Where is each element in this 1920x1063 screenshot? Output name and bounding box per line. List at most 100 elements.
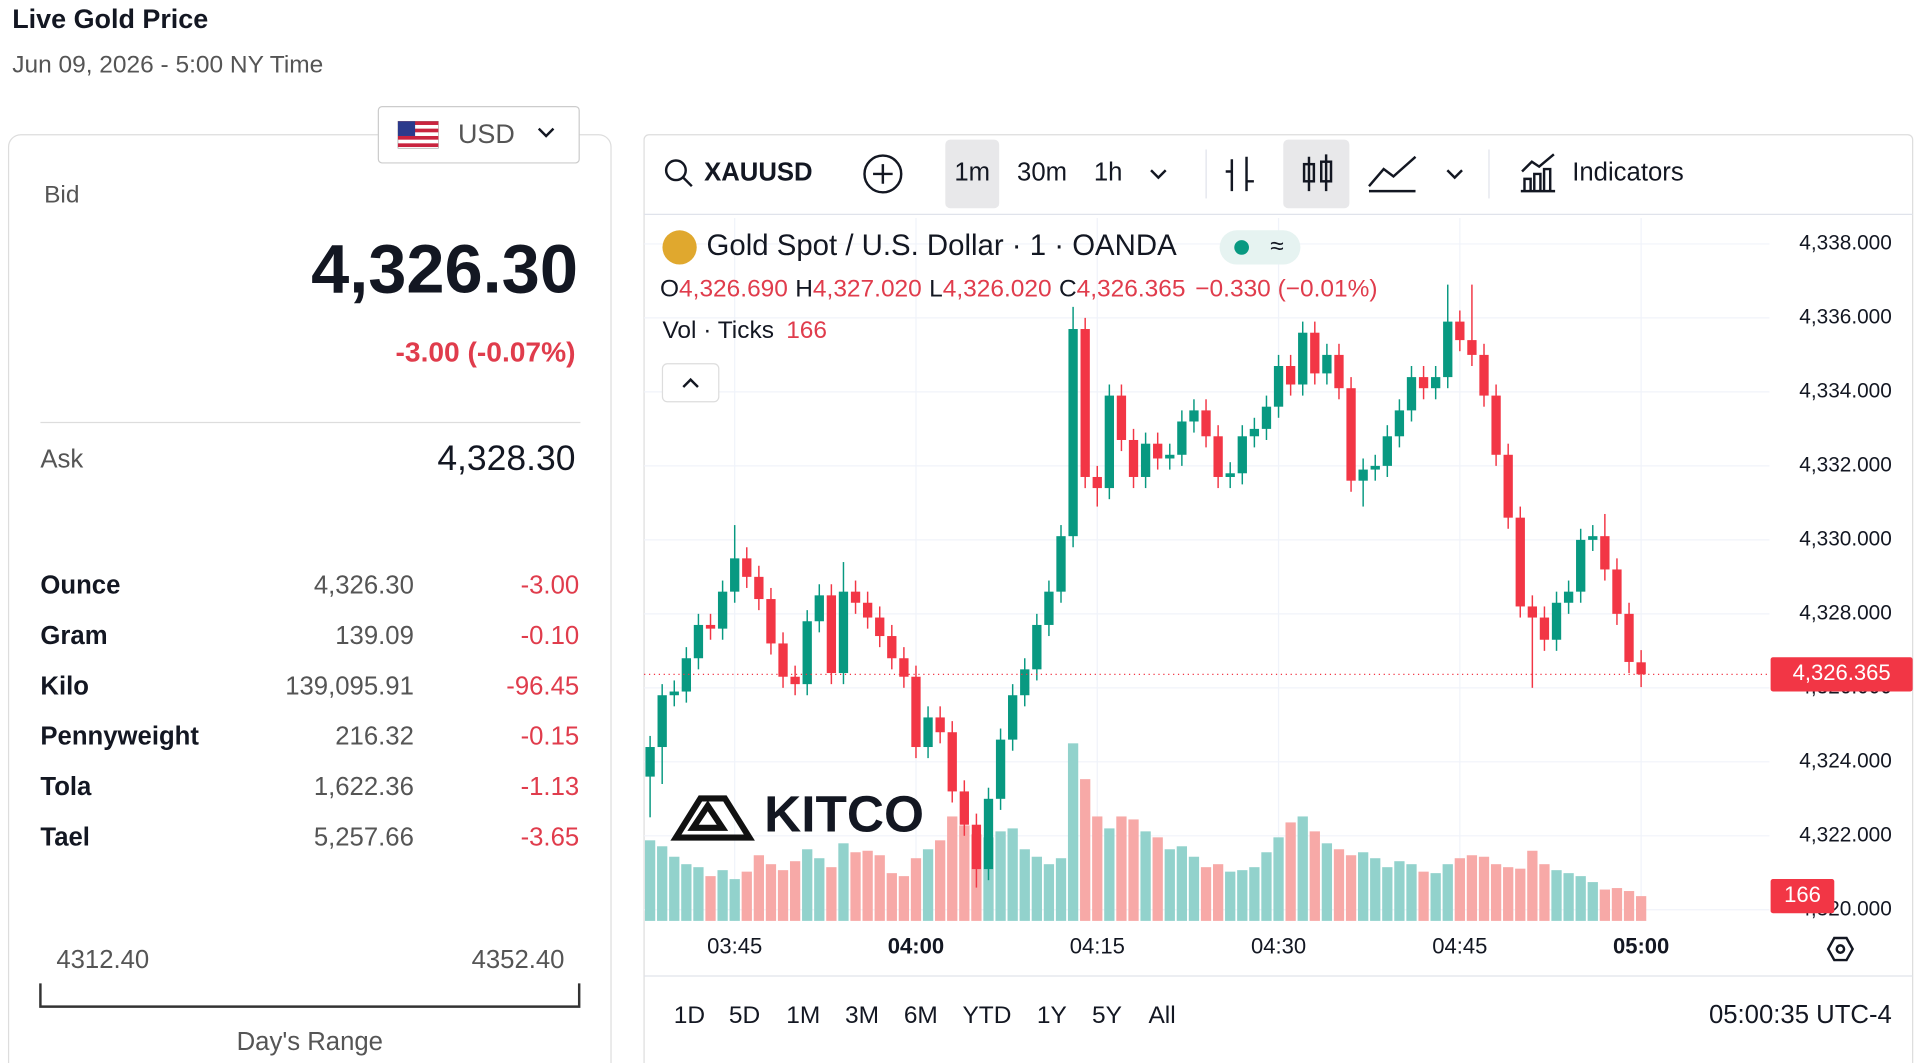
- candle-body: [1418, 377, 1429, 389]
- volume-bar: [1345, 855, 1357, 921]
- volume-bar: [838, 843, 849, 921]
- period-button[interactable]: 5Y: [1092, 1002, 1122, 1029]
- volume-bar: [1563, 873, 1574, 921]
- volume-bar: [1007, 828, 1018, 921]
- bid-price: 4,326.30: [311, 230, 578, 307]
- volume-bar: [862, 850, 873, 921]
- candle-body: [995, 739, 1006, 799]
- volume-bar: [1635, 896, 1647, 921]
- page-subtitle: Jun 09, 2026 - 5:00 NY Time: [12, 52, 323, 79]
- bar-style[interactable]: [1225, 156, 1254, 192]
- volume-bar: [657, 846, 668, 921]
- volume-bar: [1212, 864, 1224, 921]
- indicators-label: Indicators: [1572, 159, 1683, 187]
- candle-body: [693, 624, 704, 659]
- candle-body: [1201, 410, 1211, 437]
- ohlc-legend: O4,326.690 H4,327.020 L4,326.020 C4,326.365…: [660, 276, 1378, 303]
- status-pill: [1219, 230, 1301, 265]
- volume-bar: [1128, 819, 1139, 921]
- price-card: [7, 134, 612, 1063]
- volume-bar: [1164, 849, 1175, 921]
- candle-body: [850, 591, 861, 603]
- candle-body: [1032, 624, 1042, 670]
- interval-button[interactable]: 30m: [1017, 159, 1067, 187]
- symbol: XAUUSD: [704, 159, 813, 187]
- symbol-search[interactable]: XAUUSD: [664, 159, 813, 188]
- candle-body: [1044, 591, 1054, 625]
- candle-body: [1020, 669, 1030, 696]
- interval-button[interactable]: 1h: [1094, 159, 1123, 187]
- area-style[interactable]: [1368, 155, 1417, 193]
- candle-body: [681, 658, 692, 692]
- period-button[interactable]: All: [1148, 1002, 1175, 1029]
- volume-bar: [1611, 888, 1623, 921]
- volume-bar: [765, 864, 777, 921]
- style-menu[interactable]: [1446, 169, 1463, 180]
- period-button[interactable]: 5D: [729, 1002, 760, 1029]
- volume-bar: [874, 855, 885, 921]
- period-button[interactable]: 1Y: [1037, 1002, 1067, 1029]
- x-tick-label: 04:45: [1432, 934, 1487, 959]
- candle-body: [1551, 602, 1562, 640]
- status-icon: ≈: [1270, 233, 1283, 260]
- candle-body: [887, 636, 897, 659]
- candle-body: [1443, 321, 1453, 378]
- candle-body: [1116, 395, 1127, 440]
- candle-body: [717, 591, 728, 629]
- candle-body: [959, 791, 969, 825]
- volume-label-box: [1770, 878, 1835, 914]
- symbol-icon: [662, 230, 697, 265]
- volume-bar: [814, 858, 825, 921]
- interval-menu[interactable]: [1150, 169, 1167, 180]
- volume-bar: [922, 849, 934, 921]
- volume-bar: [1261, 852, 1272, 921]
- period-button[interactable]: 6M: [904, 1002, 938, 1029]
- candle-body: [802, 621, 812, 685]
- candle-body: [1370, 465, 1380, 470]
- unit-name: Kilo: [40, 672, 89, 700]
- volume-bar: [644, 840, 656, 921]
- candle-body: [1382, 436, 1392, 466]
- candle-body: [790, 676, 800, 685]
- indicators-button[interactable]: Indicators: [1520, 153, 1684, 193]
- x-tick-label: 05:00: [1613, 934, 1669, 959]
- unit-price: 4,326.30: [314, 571, 414, 599]
- candle-style[interactable]: [1302, 162, 1316, 183]
- volume-bar: [693, 867, 704, 921]
- ask-price: 4,328.30: [437, 438, 575, 478]
- candle-body: [766, 599, 776, 644]
- range-low: 4312.40: [56, 946, 149, 974]
- candle-body: [1576, 539, 1586, 592]
- volume-bar: [1140, 831, 1151, 921]
- volume-bar: [1055, 858, 1067, 921]
- volume-bar: [1527, 850, 1538, 921]
- candle-body: [778, 643, 788, 677]
- volume-bar: [1031, 856, 1042, 921]
- volume-bar: [1116, 816, 1127, 921]
- status-dot: [1234, 240, 1249, 255]
- collapse-button[interactable]: [661, 363, 720, 403]
- volume-bar: [1080, 779, 1091, 921]
- range-bar: [39, 983, 581, 1008]
- candle-body: [1394, 410, 1405, 437]
- compare-button[interactable]: [863, 154, 903, 194]
- volume-bar: [1067, 743, 1079, 921]
- unit-price: 5,257.66: [314, 824, 414, 852]
- candle-body: [1285, 366, 1296, 385]
- period-button[interactable]: 1M: [786, 1002, 820, 1029]
- volume-bar: [910, 858, 922, 921]
- period-button[interactable]: 3M: [845, 1002, 879, 1029]
- interval-button[interactable]: 1m: [954, 159, 990, 187]
- candle-body: [1225, 473, 1235, 477]
- candle-body: [754, 576, 764, 600]
- period-button[interactable]: 1D: [674, 1002, 705, 1029]
- unit-name: Ounce: [40, 571, 120, 599]
- candle-body: [1056, 536, 1066, 592]
- settings-button[interactable]: [1826, 936, 1855, 962]
- candle-body: [1503, 454, 1513, 518]
- currency-select[interactable]: USD: [377, 105, 580, 164]
- volume-bar: [1285, 822, 1296, 921]
- period-button[interactable]: YTD: [962, 1002, 1011, 1029]
- volume-bar: [1237, 870, 1248, 921]
